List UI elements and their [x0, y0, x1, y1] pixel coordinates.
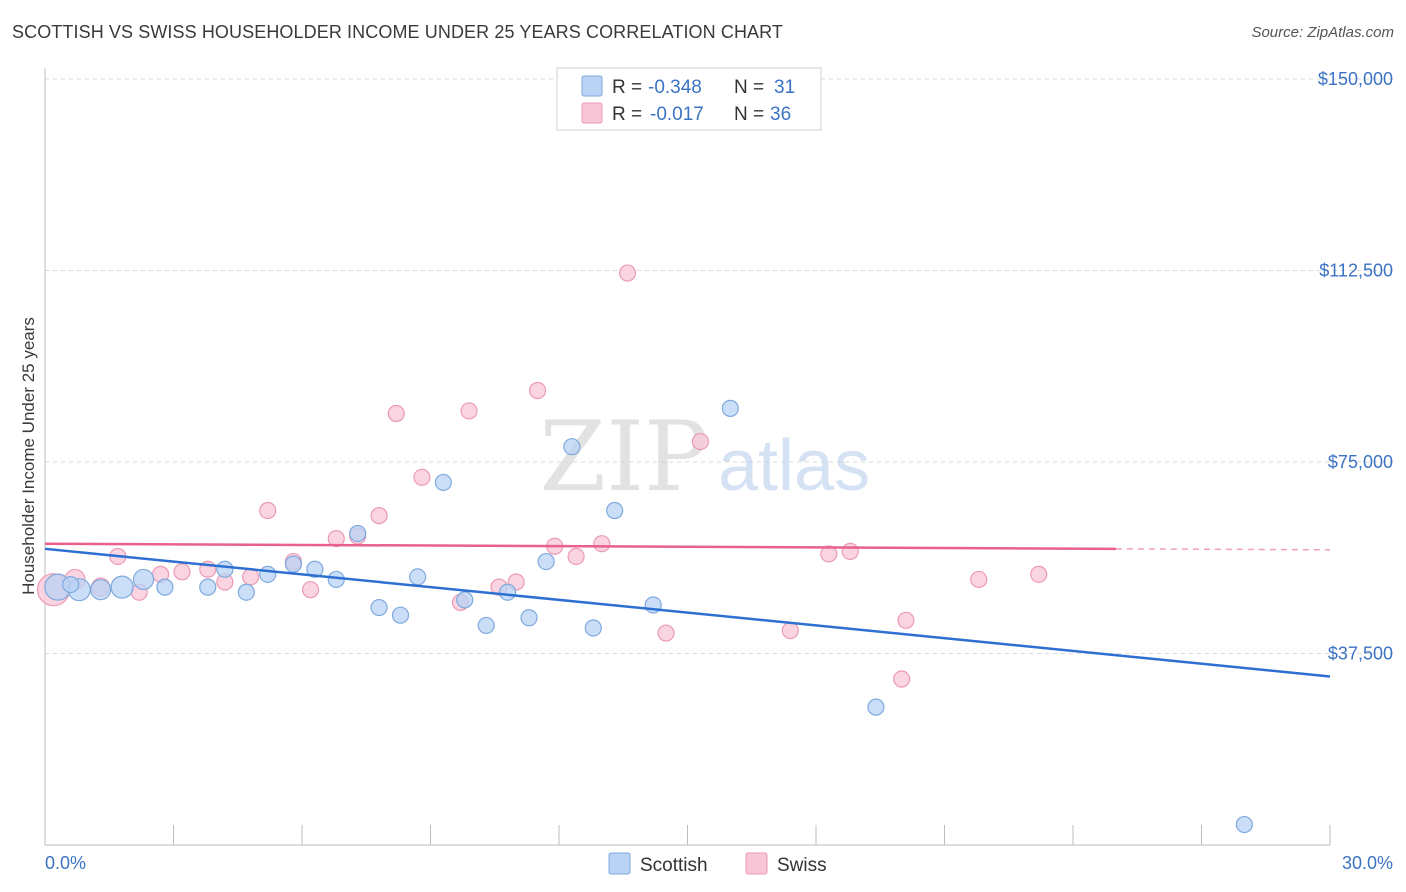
swiss-point [618, 264, 637, 282]
axes [44, 68, 1331, 846]
legend-bottom-label-swiss: Swiss [777, 855, 827, 876]
legend-n-value-scottish: 31 [774, 77, 795, 98]
legend-n-label-scottish: N = [734, 77, 764, 98]
scottish-point [284, 555, 303, 573]
legend-bottom-swatch-swiss [745, 852, 768, 875]
swiss-point [327, 529, 345, 548]
source-label: Source: ZipAtlas.com [1251, 24, 1394, 41]
scottish-point [563, 438, 581, 456]
scottish-point [259, 565, 277, 583]
scottish-point [867, 698, 885, 716]
y-axis-title: Householder Income Under 25 years [19, 317, 38, 595]
scottish-point [537, 552, 555, 571]
scottish-point [62, 575, 80, 594]
scottish-point [456, 591, 474, 609]
swiss-point [781, 621, 799, 640]
swiss-point [413, 468, 431, 486]
watermark-zip: ZIP [539, 401, 708, 513]
swiss-point [301, 581, 320, 599]
scottish-point [477, 616, 495, 635]
y-tick-label: $150,000 [1318, 69, 1393, 89]
y-tick-label: $112,500 [1319, 261, 1393, 281]
scottish-point [237, 583, 255, 601]
swiss-point [820, 545, 838, 563]
swiss-point [387, 404, 405, 423]
swiss-point [528, 381, 547, 400]
scottish-point [349, 524, 367, 543]
scottish-point [216, 560, 234, 578]
scottish-point [721, 399, 739, 417]
swiss-point [657, 624, 675, 642]
swiss-point [173, 563, 191, 581]
scottish-point [110, 575, 134, 599]
swiss-trend-line-extension [1115, 548, 1331, 551]
legend-top: R = -0.348 N = 31 R = -0.017 N = 36 [556, 67, 822, 131]
swiss-point [567, 547, 585, 566]
x-tick-label: 30.0% [1342, 853, 1393, 873]
swiss-point [841, 542, 859, 560]
trend-lines [44, 542, 1331, 678]
legend-swatch-scottish [581, 75, 603, 97]
legend-n-label-swiss: N = [734, 104, 764, 125]
scottish-point [156, 578, 174, 596]
swiss-point [897, 611, 915, 629]
swiss-point [370, 507, 388, 525]
scottish-point [90, 579, 112, 601]
scottish-point [434, 473, 452, 492]
swiss-point [242, 568, 260, 586]
scottish-point [409, 568, 427, 586]
swiss-point [593, 535, 611, 553]
swiss-point [893, 670, 911, 688]
scottish-point [370, 598, 388, 617]
y-tick-label: $37,500 [1328, 644, 1393, 664]
legend-r-value-swiss: -0.017 [650, 104, 704, 125]
swiss-point [1030, 565, 1048, 583]
scottish-point [391, 606, 410, 624]
legend-bottom: Scottish Swiss [608, 852, 827, 876]
tick-labels: $37,500 $75,000 $112,500 $150,000 0.0% 30.0% [45, 69, 1393, 873]
swiss-trend-line [44, 542, 1116, 551]
legend-n-value-swiss: 36 [770, 104, 791, 125]
swiss-point [259, 501, 277, 520]
scottish-point [606, 501, 624, 520]
scottish-trend-line [44, 547, 1331, 678]
legend-bottom-label-scottish: Scottish [640, 855, 708, 876]
swiss-point [970, 570, 988, 589]
legend-bottom-swatch-scottish [608, 852, 631, 875]
grid [45, 78, 1395, 654]
y-tick-label: $75,000 [1328, 452, 1393, 472]
swiss-point [460, 402, 478, 420]
x-tick-label: 0.0% [45, 853, 86, 873]
legend-r-label-swiss: R = [612, 104, 642, 125]
scottish-point [584, 619, 602, 637]
swiss-point [691, 432, 709, 451]
legend-swatch-swiss [581, 102, 603, 124]
scottish-point [199, 578, 217, 596]
watermark: ZIP atlas [539, 401, 870, 513]
scottish-point [1235, 815, 1253, 834]
scottish-point [499, 583, 517, 601]
legend-r-label-scottish: R = [612, 77, 642, 98]
legend-r-value-scottish: -0.348 [648, 77, 702, 98]
scottish-point [132, 568, 155, 591]
scottish-point [306, 560, 324, 578]
watermark-atlas: atlas [718, 426, 870, 506]
scottish-point [520, 609, 538, 627]
chart-title: SCOTTISH VS SWISS HOUSEHOLDER INCOME UND… [12, 22, 784, 42]
